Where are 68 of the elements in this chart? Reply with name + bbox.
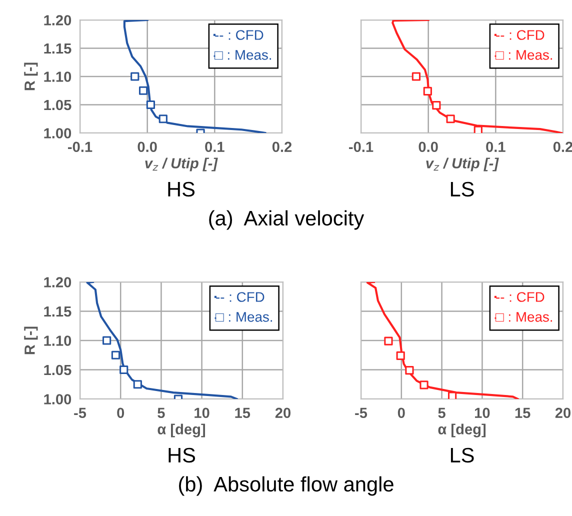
- x-tick-label: -5: [74, 408, 86, 418]
- x-axis-title: v$_{z}$ / Utip [-]: [426, 158, 499, 172]
- point: [146, 100, 156, 110]
- legend-label: □ : Meas.: [216, 312, 272, 322]
- x-tick-label: 0: [117, 408, 124, 418]
- point: [102, 336, 112, 345]
- y-tick-label: 1.05: [44, 364, 72, 376]
- x-tick-label: 0.0: [138, 142, 157, 152]
- y-axis-title: R [-]: [24, 62, 38, 90]
- text: HS: [168, 182, 195, 197]
- point: [446, 114, 455, 124]
- y-tick-label: 1.00: [44, 128, 72, 138]
- y-tick-label: 1.05: [44, 100, 72, 110]
- y-axis-title: R [-]: [24, 326, 38, 354]
- y-tick-label: 1.20: [44, 277, 72, 288]
- text: (a) Axial velocity: [209, 210, 364, 230]
- point: [133, 380, 142, 389]
- point: [384, 336, 393, 346]
- point: [423, 86, 432, 96]
- x-tick-label: -0.1: [349, 142, 374, 152]
- point: [405, 366, 414, 375]
- x-tick-label: 10: [475, 408, 490, 418]
- line-series: [86, 282, 238, 399]
- x-tick-label: 0.0: [418, 142, 438, 152]
- legend-label: -- : CFD: [216, 292, 264, 302]
- point: [448, 392, 457, 399]
- text: LS: [450, 448, 474, 463]
- x-tick-label: 0.2: [272, 142, 292, 152]
- x-tick-label: 20: [555, 408, 571, 418]
- legend-label: □ : Meas.: [214, 50, 272, 60]
- text: (b) Absolute flow angle: [179, 476, 394, 496]
- point: [138, 86, 148, 95]
- point: [111, 350, 120, 360]
- x-tick-label: 15: [515, 408, 530, 418]
- legend-label: -- : CFD: [496, 30, 544, 40]
- x-tick-label: 0: [398, 408, 405, 418]
- x-tick-label: 5: [158, 408, 165, 418]
- legend-label: -- : CFD: [496, 292, 544, 302]
- legend-label: □ : Meas.: [496, 50, 552, 60]
- x-tick-label: -5: [355, 408, 368, 418]
- x-tick-label: -0.1: [68, 142, 92, 152]
- point: [130, 72, 140, 81]
- point: [120, 365, 128, 374]
- legend-label: -- : CFD: [215, 30, 264, 40]
- text: HS: [168, 448, 196, 463]
- x-tick-label: 10: [194, 408, 210, 418]
- point: [412, 72, 421, 81]
- x-tick-label: 0.1: [205, 142, 224, 152]
- y-tick-label: 1.00: [44, 394, 72, 404]
- point: [420, 380, 428, 390]
- x-tick-label: 5: [438, 408, 446, 418]
- point: [474, 126, 482, 133]
- y-tick-label: 1.15: [44, 44, 72, 54]
- x-axis-title: α [deg]: [438, 424, 486, 438]
- point: [396, 351, 405, 360]
- text: LS: [450, 182, 474, 197]
- y-tick-label: 1.20: [44, 15, 72, 26]
- y-tick-label: 1.10: [44, 336, 72, 346]
- legend-label: □ : Meas.: [496, 312, 552, 322]
- point: [158, 114, 168, 124]
- x-tick-label: 0.1: [486, 142, 506, 152]
- y-tick-label: 1.15: [44, 306, 72, 317]
- point: [432, 101, 441, 110]
- y-tick-label: 1.10: [44, 72, 72, 82]
- x-tick-label: 15: [235, 408, 250, 418]
- x-axis-title: α [deg]: [158, 424, 206, 438]
- x-tick-label: 20: [275, 408, 291, 418]
- x-axis-title: v$_{z}$ / Utip [-]: [145, 158, 218, 172]
